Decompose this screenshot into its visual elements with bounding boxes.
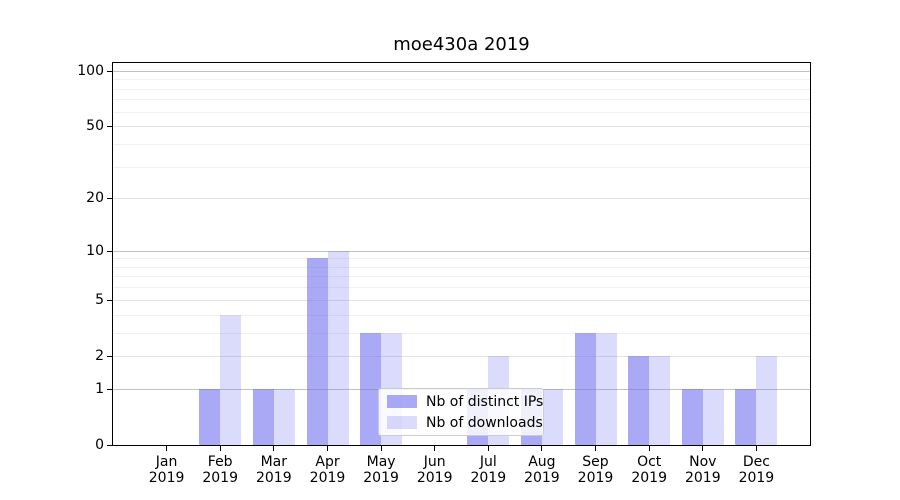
y-tick-label: 50 — [86, 118, 104, 135]
gridline — [113, 332, 810, 334]
bar — [273, 388, 295, 445]
x-tick-label: Apr 2019 — [309, 454, 346, 486]
bar — [649, 355, 671, 445]
gridline — [113, 111, 810, 113]
y-tick-label: 5 — [95, 291, 104, 308]
y-tick-label: 10 — [86, 242, 104, 259]
x-tick — [380, 446, 382, 451]
y-tick — [107, 355, 112, 357]
bar — [735, 388, 757, 445]
x-tick — [273, 446, 275, 451]
bar — [628, 355, 650, 445]
gridline — [113, 250, 810, 252]
gridline — [113, 287, 810, 289]
gridline — [113, 299, 810, 301]
y-tick — [107, 126, 112, 128]
y-tick — [107, 445, 112, 446]
x-tick-label: Jan 2019 — [148, 454, 185, 486]
plot-area — [113, 63, 810, 445]
y-tick-label: 2 — [95, 347, 104, 364]
legend-label: Nb of downloads — [426, 414, 543, 431]
bar — [541, 388, 563, 445]
x-tick-label: Oct 2019 — [631, 454, 667, 486]
legend-item: Nb of distinct IPs — [387, 394, 543, 410]
y-tick-label: 0 — [95, 437, 104, 453]
y-tick — [107, 299, 112, 301]
x-tick-label: Mar 2019 — [255, 454, 292, 486]
x-tick-label: Jul 2019 — [470, 454, 507, 486]
bar — [252, 388, 274, 445]
chart-title: moe430a 2019 — [393, 34, 530, 55]
x-tick — [648, 446, 650, 451]
bar — [574, 332, 596, 445]
x-tick — [487, 446, 489, 451]
bar — [199, 388, 221, 445]
y-tick — [107, 388, 112, 390]
y-tick-label: 1 — [95, 380, 104, 397]
x-tick-label: May 2019 — [363, 454, 399, 486]
gridline — [113, 88, 810, 90]
x-tick-label: Feb 2019 — [202, 454, 238, 486]
gridline — [113, 355, 810, 357]
x-tick-label: Jun 2019 — [416, 454, 453, 486]
gridline — [113, 70, 810, 72]
y-tick — [107, 250, 112, 252]
bar — [681, 388, 703, 445]
bar — [220, 314, 242, 445]
legend-item: Nb of downloads — [387, 415, 543, 431]
x-tick — [327, 446, 328, 451]
gridline — [113, 276, 810, 278]
x-tick-label: Aug 2019 — [524, 454, 560, 486]
bar — [360, 332, 382, 445]
x-tick — [166, 446, 168, 451]
gridline — [113, 198, 810, 200]
gridline — [113, 79, 810, 81]
y-tick-label: 100 — [77, 62, 104, 79]
y-tick — [107, 198, 112, 200]
bar — [306, 258, 328, 445]
x-tick — [755, 446, 757, 451]
x-tick — [595, 446, 596, 451]
bar — [327, 250, 349, 445]
legend: Nb of distinct IPs Nb of downloads — [378, 388, 544, 436]
y-tick-label: 20 — [86, 190, 104, 207]
legend-label: Nb of distinct IPs — [426, 393, 544, 410]
gridline — [113, 166, 810, 168]
x-tick-label: Sep 2019 — [577, 454, 614, 486]
gridline — [113, 99, 810, 101]
x-tick — [702, 446, 704, 451]
gridline — [113, 143, 810, 145]
gridline — [113, 266, 810, 268]
gridline — [113, 314, 810, 316]
bar — [702, 388, 724, 445]
legend-swatch — [387, 416, 417, 429]
legend-swatch — [387, 395, 417, 408]
x-tick — [434, 446, 436, 451]
bar — [756, 355, 778, 445]
bar — [595, 332, 617, 445]
x-tick-label: Dec 2019 — [738, 454, 775, 486]
gridline — [113, 258, 810, 260]
x-tick-label: Nov 2019 — [684, 454, 721, 486]
x-tick — [219, 446, 221, 451]
y-tick — [107, 70, 112, 72]
gridline — [113, 126, 810, 128]
x-tick — [541, 446, 543, 451]
